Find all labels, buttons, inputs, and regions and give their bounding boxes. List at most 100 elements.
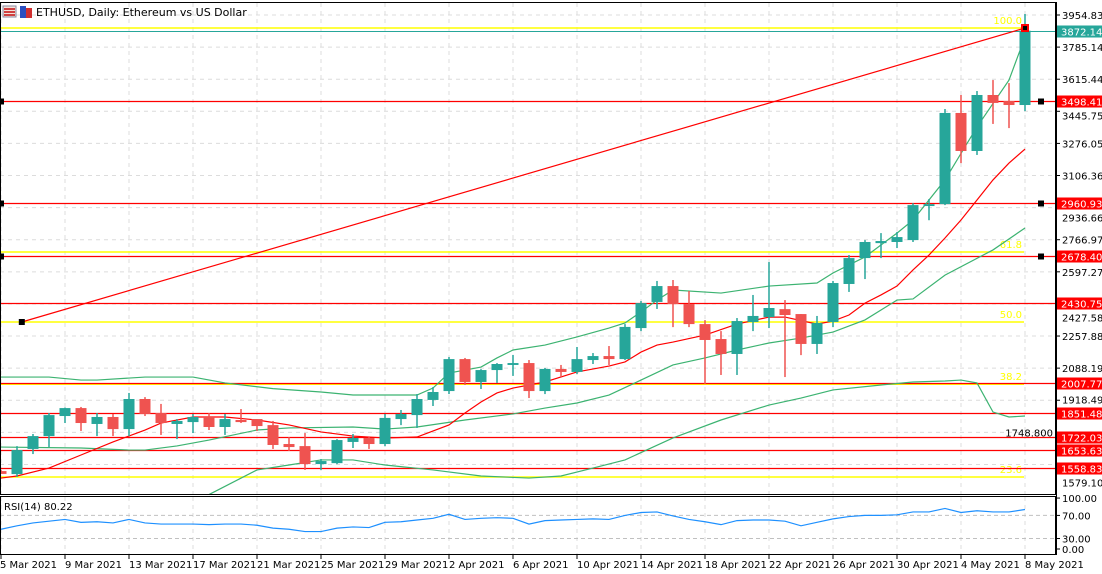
trendline-segment[interactable] [21,27,1026,323]
chart-icons [2,5,32,18]
price-tick-label: 3954.835 [1062,11,1102,22]
bid-price-text: 3872.140 [1061,28,1102,39]
candle [987,80,999,124]
candle [859,240,871,280]
window-grid-icon[interactable] [2,5,17,18]
price-label-text: 1558.839 [1061,465,1102,476]
level-anchor-marker [1038,98,1044,105]
price-tick-label: 2088.190 [1062,364,1102,375]
price-label-badge [1057,431,1102,444]
rsi-tick-label: 100.00 [1062,494,1097,505]
trendline[interactable] [18,24,1029,326]
candle [747,294,759,332]
price-tick-label: 3276.055 [1062,139,1102,150]
fib-level-label: 50.0 [1000,310,1022,321]
date-tick-label: 22 Apr 2021 [769,560,831,571]
candle-body [475,370,487,382]
candle-body [987,94,999,103]
candle-body [795,314,807,344]
price-tick-label: 2257.885 [1062,332,1102,343]
price-label-badge [1057,444,1102,457]
candle-body [1019,30,1031,106]
candle [251,419,263,431]
price-label-badge [1057,197,1102,210]
candle-body [43,415,55,437]
bid-price-badge [1057,25,1102,38]
candle [779,300,791,378]
candle-body [155,413,167,424]
rsi-pane: 100.00 70.00 30.000.00 RSI(14) 80.22 [0,494,1097,556]
price-label-text: 2430.754 [1061,300,1102,311]
date-tick-label: 10 Apr 2021 [577,560,639,571]
candle-body [939,112,951,205]
candle [683,290,695,328]
level-anchor-marker [1038,200,1044,207]
candle [43,413,55,448]
candle-body [491,364,503,371]
candle [667,280,679,328]
rsi-pane-frame [0,496,1056,555]
price-label-badge [1057,250,1102,263]
chart-title: ETHUSD, Daily: Ethereum vs US Dollar [36,6,247,19]
price-label-text: 2960.930 [1061,200,1102,211]
candle [107,413,119,437]
candle-body [603,356,615,360]
indicators [0,36,1026,496]
candle-body [763,308,775,318]
candle-body [827,283,839,323]
main-pane-frame [0,2,1056,495]
price-tick-label: 2427.580 [1062,314,1102,325]
candle [155,403,167,435]
price-label-text: 2678.403 [1061,253,1102,264]
date-tick-label: 21 Mar 2021 [257,560,320,571]
fib-level-label: 100.0 [993,16,1022,27]
candle-body [1003,101,1015,106]
candle [955,94,967,164]
candle-body [971,94,983,151]
candle [763,262,775,329]
candle-body [283,444,295,448]
price-tick-label: 2597.275 [1062,268,1102,279]
candle-body [891,237,903,242]
date-tick-label: 5 Mar 2021 [0,560,57,571]
level-anchor-marker [0,253,4,260]
candle-body [859,241,871,259]
price-tick-label: 3785.140 [1062,43,1102,54]
candle [91,413,103,437]
candle-body [555,368,567,372]
candle [939,108,951,206]
level-anchor-marker [0,200,4,207]
candle [443,357,455,395]
candle-body [379,417,391,445]
candle [283,437,295,452]
candle [555,364,567,378]
candle-body [779,309,791,316]
chart-book-icon[interactable] [20,6,32,18]
candle [907,203,919,242]
price-label-badge [1057,462,1102,475]
candle-body [523,363,535,392]
trendline-anchor-start [18,319,25,326]
candle-body [187,416,199,423]
rsi-tick-label: 30.00 [1062,535,1091,546]
candlesticks [0,14,1031,477]
horizontal-levels[interactable] [0,31,1056,470]
fib-level-label: 61.8 [1000,240,1022,251]
date-tick-label: 2 Apr 2021 [449,560,504,571]
candle-body [747,315,759,323]
candle [1003,83,1015,129]
candle-body [907,205,919,241]
candle [395,409,407,426]
candle-body [683,304,695,325]
date-tick-label: 26 Apr 2021 [833,560,895,571]
candle-body [11,450,23,475]
candle [475,369,487,389]
candle [411,394,423,428]
candle [139,397,151,417]
rsi-tick-label: 70.00 [1062,511,1091,522]
candle [123,392,135,437]
trendline-anchor-end-inner [1023,26,1027,31]
price-tick-label: 1748.800 [1005,428,1053,439]
candle-body [715,339,727,354]
